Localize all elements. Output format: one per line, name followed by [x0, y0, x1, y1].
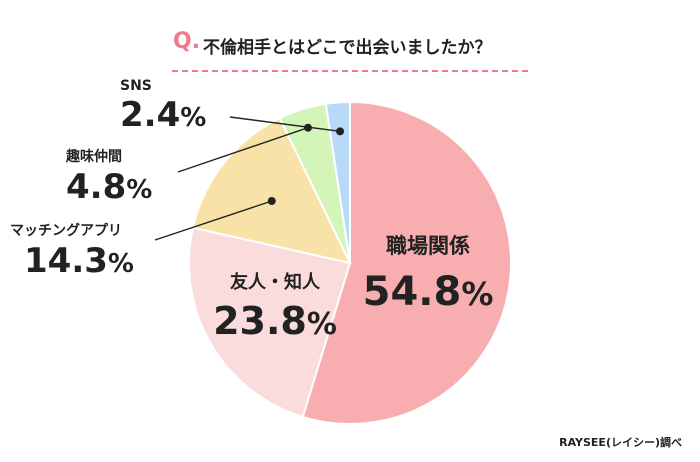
label-work: 職場関係 54.8%: [358, 230, 498, 312]
leader-sns-dot: [336, 127, 345, 136]
label-friends-value: 23.8%: [213, 299, 337, 343]
pie-slice-friends: [188, 226, 352, 419]
question-mark: Q.: [173, 29, 201, 54]
source-note: RAYSEE(レイシー)調べ: [559, 436, 682, 449]
label-hobby: 趣味仲間 4.8%: [66, 146, 152, 204]
leader-hobby: [177, 127, 309, 173]
pie-slice-sns: [324, 100, 351, 264]
leader-app: [154, 200, 272, 241]
label-hobby-name: 趣味仲間: [66, 149, 122, 165]
leader-hobby-dot: [303, 123, 312, 132]
label-app-name: マッチングアプリ: [10, 223, 122, 239]
label-sns-name: SNS: [120, 78, 152, 94]
label-app-value: 14.3%: [24, 241, 134, 281]
leader-app-dot: [267, 197, 276, 206]
label-work-name: 職場関係: [386, 234, 470, 258]
pie-slice-work: [301, 100, 512, 425]
label-sns: SNS 2.4%: [120, 78, 206, 132]
label-sns-value: 2.4%: [120, 95, 207, 135]
label-hobby-value: 4.8%: [66, 167, 153, 207]
label-friends-name: 友人・知人: [230, 272, 320, 293]
label-work-value: 54.8%: [362, 269, 494, 315]
chart-title: 不倫相手とはどこで出会いましたか？: [203, 38, 492, 58]
title-divider: [172, 70, 528, 72]
leader-sns: [229, 116, 341, 133]
label-app: マッチングアプリ 14.3%: [10, 220, 134, 278]
label-friends: 友人・知人 23.8%: [205, 268, 345, 340]
